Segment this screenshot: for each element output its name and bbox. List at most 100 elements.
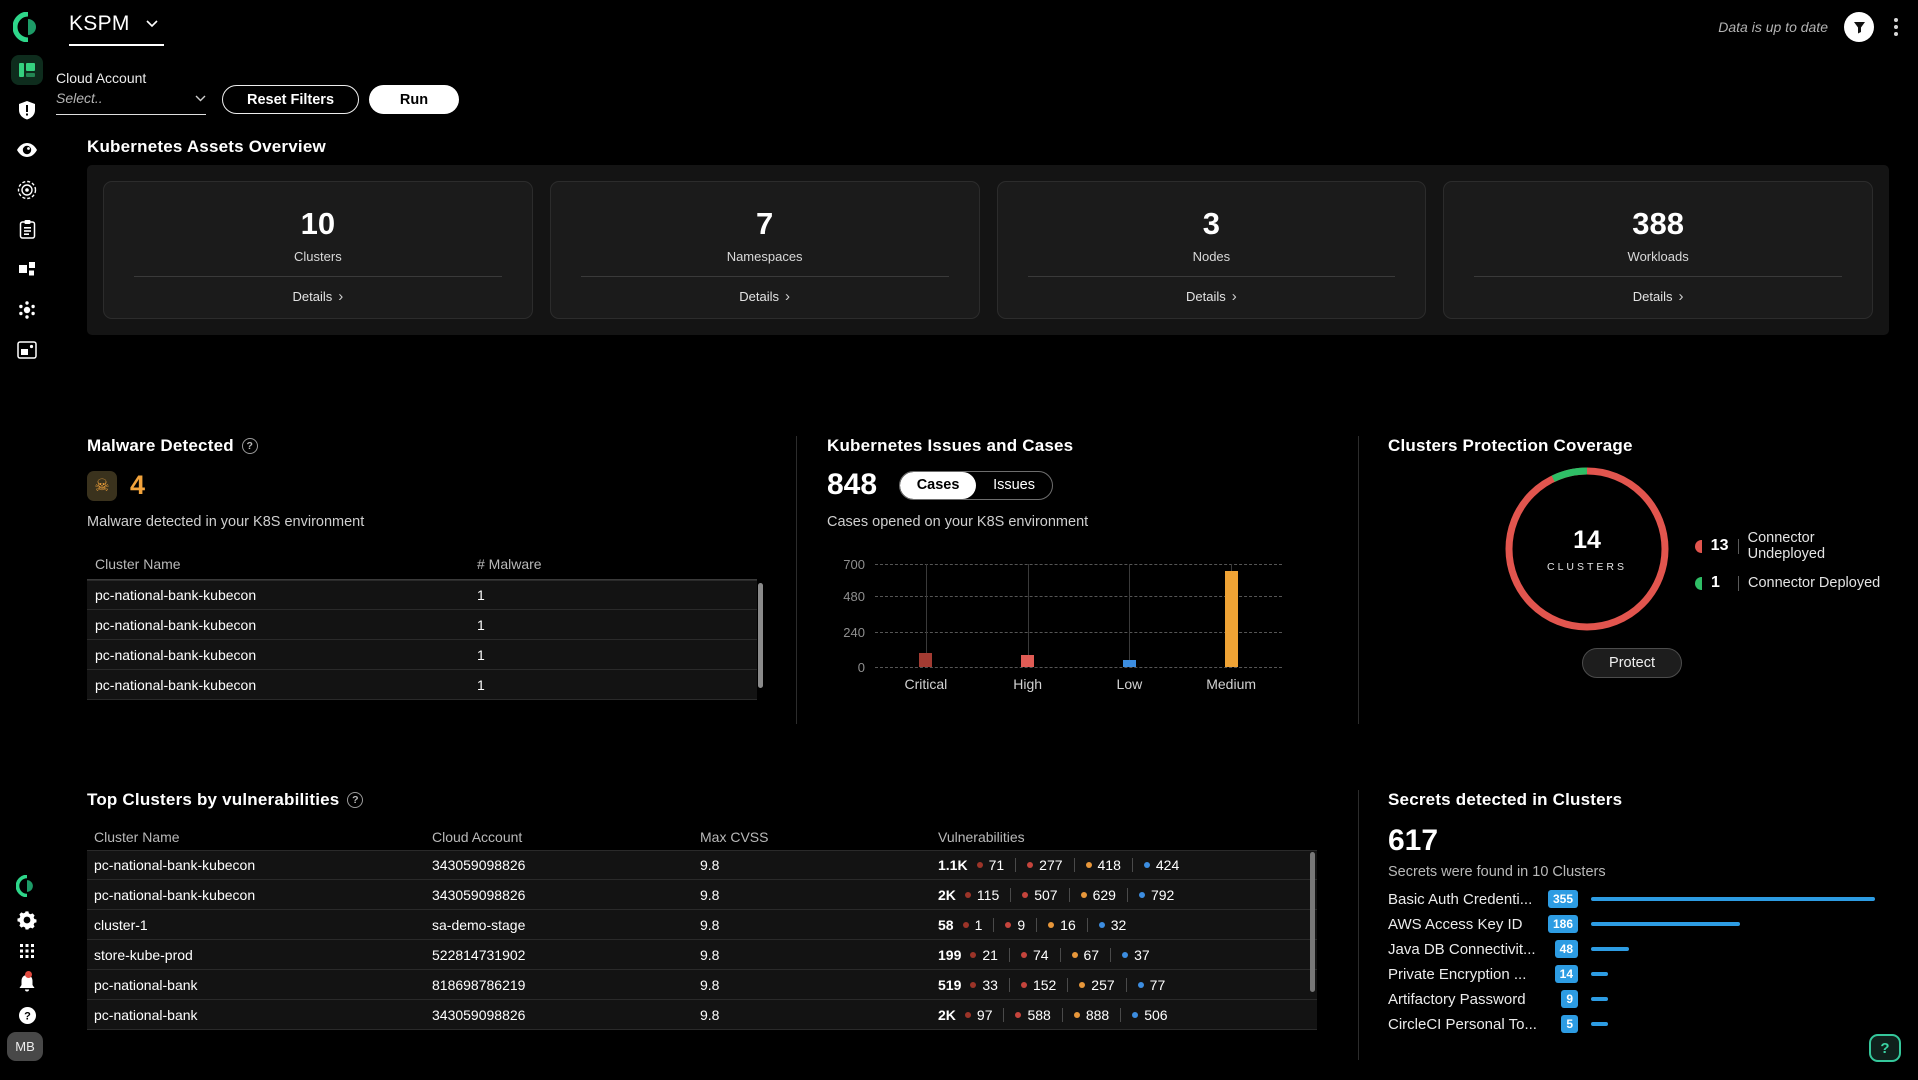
issues-cases-section: Kubernetes Issues and Cases 848 Cases Iss… [827, 436, 1290, 736]
severity-count: 792 [1138, 887, 1174, 903]
severity-value: 16 [1060, 916, 1076, 933]
secret-row: AWS Access Key ID 186 [1388, 915, 1889, 933]
sidebar-item-compliance[interactable] [11, 175, 43, 205]
severity-count: 115 [964, 887, 999, 903]
severity-dot [964, 891, 971, 898]
sidebar-item-brand[interactable] [11, 871, 43, 901]
malware-table-row[interactable]: pc-national-bank-kubecon 1 [87, 640, 757, 670]
severity-dot [1073, 1011, 1080, 1018]
sidebar-item-settings[interactable] [11, 905, 43, 935]
malware-table-row[interactable]: pc-national-bank-kubecon 1 [87, 670, 757, 700]
svg-text:?: ? [24, 1010, 31, 1022]
sidebar-item-apps[interactable] [11, 936, 43, 966]
severity-count: 1 [962, 917, 982, 933]
severity-count: 152 [1020, 976, 1057, 993]
top-clusters-table: Cluster Name Cloud Account Max CVSS Vuln… [87, 824, 1317, 1030]
help-button[interactable]: ? [1869, 1034, 1901, 1062]
card-divider [1474, 276, 1842, 277]
sidebar-item-visibility[interactable] [11, 135, 43, 165]
sidebar-item-reports[interactable] [11, 214, 43, 244]
severity-value: 71 [988, 857, 1005, 873]
top-clusters-row[interactable]: cluster-1 sa-demo-stage 9.8 58 1 9 16 32 [87, 910, 1317, 940]
tc-row-vulns: 199 21 74 67 37 [938, 947, 1317, 963]
severity-count: 588 [1015, 1007, 1051, 1023]
details-link[interactable]: Details › [1632, 288, 1684, 305]
details-link[interactable]: Details › [739, 288, 790, 305]
sidebar-item-dashboard[interactable] [11, 55, 43, 85]
run-button[interactable]: Run [369, 85, 459, 114]
sidebar-item-malware[interactable] [11, 295, 43, 325]
severity-count: 71 [976, 857, 1005, 873]
severity-value: 418 [1097, 857, 1121, 873]
malware-row-cluster: pc-national-bank-kubecon [95, 646, 257, 663]
gear-icon [17, 911, 37, 930]
top-clusters-help-icon[interactable]: ? [347, 792, 364, 808]
tc-row-cvss: 9.8 [700, 916, 720, 933]
divider [1358, 790, 1359, 1060]
secret-label: Private Encryption ... [1388, 965, 1527, 983]
sidebar-item-notifications[interactable] [11, 968, 43, 998]
malware-table-scrollbar[interactable] [758, 583, 763, 688]
user-avatar[interactable]: MB [7, 1032, 43, 1061]
legend-count: 13 [1710, 537, 1729, 554]
sidebar-item-help[interactable]: ? [11, 1000, 43, 1030]
asset-card: 3 Nodes Details › [996, 181, 1427, 319]
top-clusters-row[interactable]: pc-national-bank-kubecon 343059098826 9.8 2… [87, 880, 1317, 910]
details-link[interactable]: Details › [1186, 288, 1237, 305]
blocks-icon [19, 262, 35, 276]
tc-row-cluster: store-kube-prod [94, 946, 193, 963]
severity-value: 257 [1091, 976, 1115, 993]
severity-count: 629 [1080, 886, 1116, 903]
severity-value: 74 [1032, 946, 1049, 963]
protect-button[interactable]: Protect [1582, 648, 1682, 678]
bar-critical [919, 653, 933, 667]
top-clusters-row[interactable]: pc-national-bank 818698786219 9.8 519 33 152 2… [87, 970, 1317, 1000]
sidebar-item-assets[interactable] [11, 254, 43, 284]
sidebar-item-images[interactable] [11, 335, 43, 365]
malware-help-icon[interactable]: ? [241, 438, 258, 454]
filter-funnel-button[interactable] [1844, 12, 1874, 42]
malware-table-row[interactable]: pc-national-bank-kubecon 1 [87, 610, 757, 640]
tc-row-cvss: 9.8 [700, 1006, 720, 1023]
malware-table-row[interactable]: pc-national-bank-kubecon 1 [87, 580, 757, 610]
tab-issues[interactable]: Issues [993, 477, 1036, 493]
severity-count: 257 [1079, 976, 1115, 993]
malware-row-count: 1 [477, 676, 485, 693]
top-clusters-scrollbar[interactable] [1310, 852, 1315, 992]
divider [1358, 436, 1359, 724]
target-icon [17, 180, 37, 200]
tc-row-cluster: pc-national-bank [94, 1006, 198, 1023]
asset-card-value: 388 [1632, 206, 1684, 241]
top-clusters-section: Top Clusters by vulnerabilities? Cluster… [87, 790, 1317, 1030]
legend-label: Connector Undeployed [1747, 530, 1826, 562]
tc-row-account: 343059098826 [432, 1006, 526, 1023]
severity-dot [1027, 862, 1034, 868]
y-tick-label: 700 [843, 557, 865, 572]
kebab-menu-button[interactable] [1890, 14, 1902, 40]
sidebar-item-threats[interactable] [11, 95, 43, 125]
severity-value: 277 [1039, 857, 1063, 873]
legend-marker [1695, 576, 1702, 590]
secret-label: Java DB Connectivit... [1388, 940, 1536, 958]
severity-count: 74 [1020, 946, 1049, 963]
severity-count: 424 [1143, 857, 1179, 873]
tc-row-account: 522814731902 [432, 946, 526, 963]
severity-value: 33 [982, 976, 998, 993]
tab-cases[interactable]: Cases [900, 471, 977, 499]
top-clusters-row[interactable]: store-kube-prod 522814731902 9.8 199 21 74 67 3… [87, 940, 1317, 970]
severity-value: 629 [1092, 886, 1116, 903]
app-switcher[interactable]: KSPM [69, 12, 164, 46]
vuln-total: 199 [938, 946, 962, 963]
top-clusters-row[interactable]: pc-national-bank-kubecon 343059098826 9.8 1… [87, 850, 1317, 880]
severity-value: 152 [1032, 976, 1057, 993]
protection-donut: 14 CLUSTERS [1502, 464, 1672, 634]
details-link[interactable]: Details › [292, 288, 344, 305]
protection-title: Clusters Protection Coverage [1388, 436, 1633, 455]
top-clusters-row[interactable]: pc-national-bank 343059098826 9.8 2K 97 588 88… [87, 1000, 1317, 1030]
cloud-account-select[interactable]: Select.. [56, 90, 206, 115]
malware-row-cluster: pc-national-bank-kubecon [95, 676, 257, 693]
issues-cases-title: Kubernetes Issues and Cases [827, 436, 1074, 455]
bar-low [1122, 659, 1136, 667]
reset-filters-button[interactable]: Reset Filters [222, 85, 359, 114]
